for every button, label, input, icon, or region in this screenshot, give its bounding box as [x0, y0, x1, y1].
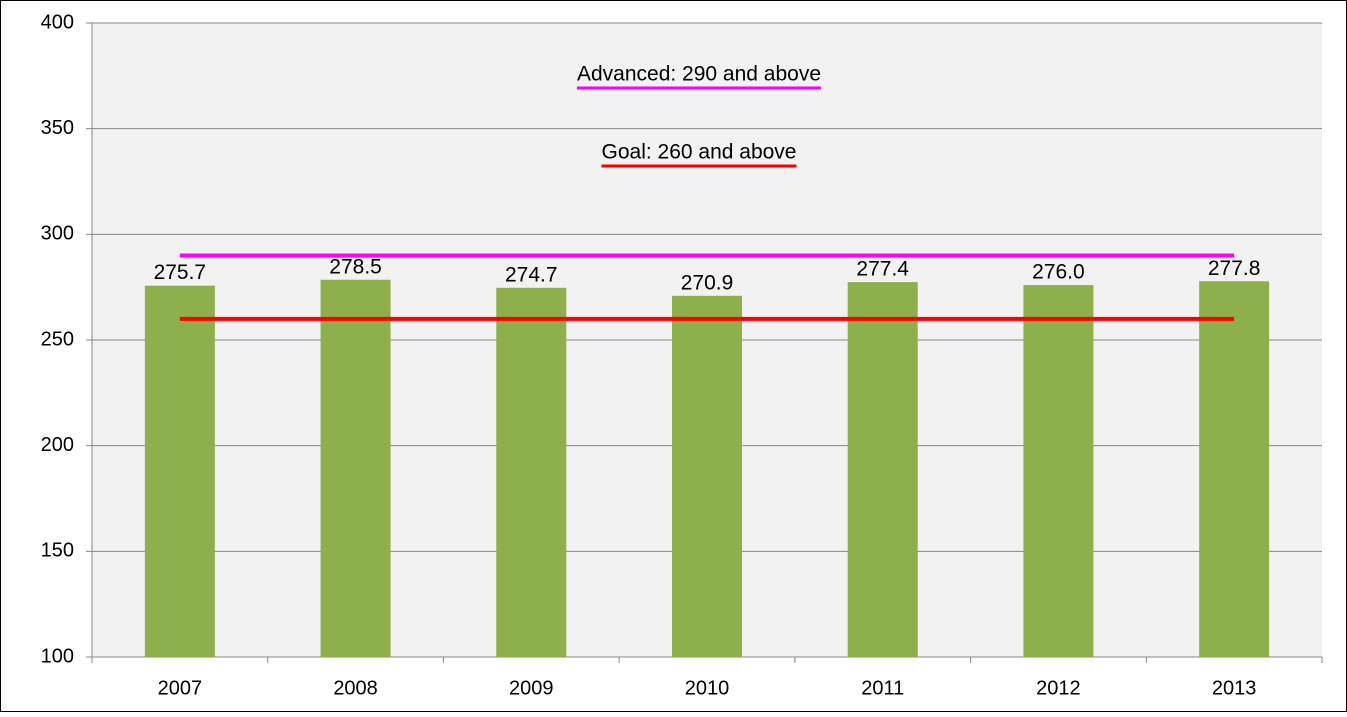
data-label: 274.7 — [505, 263, 558, 286]
y-tick-label: 250 — [41, 328, 74, 350]
y-tick-label: 150 — [41, 540, 74, 562]
bar — [1023, 285, 1094, 657]
x-tick-label: 2012 — [1036, 677, 1081, 699]
data-label: 278.5 — [329, 255, 382, 278]
data-label: 277.4 — [856, 258, 909, 281]
y-tick-label: 400 — [41, 11, 74, 33]
bar — [496, 287, 567, 657]
data-label: 276.0 — [1032, 261, 1085, 284]
bar — [320, 279, 391, 657]
data-label: 275.7 — [154, 261, 207, 284]
bar — [1199, 281, 1270, 657]
reference-label: Advanced: 290 and above — [577, 63, 821, 86]
bar — [672, 295, 742, 657]
data-label: 270.9 — [681, 271, 734, 294]
x-tick-label: 2010 — [685, 677, 730, 699]
data-label: 277.8 — [1208, 257, 1261, 280]
y-tick-label: 200 — [41, 434, 74, 456]
y-tick-label: 100 — [41, 645, 74, 667]
x-tick-label: 2013 — [1212, 677, 1257, 699]
x-tick-label: 2009 — [509, 677, 554, 699]
reference-label: Goal: 260 and above — [602, 141, 797, 164]
x-tick-label: 2011 — [861, 677, 904, 699]
y-tick-label: 300 — [41, 223, 74, 245]
bar — [144, 285, 215, 657]
y-tick-label: 350 — [41, 117, 74, 139]
x-tick-label: 2008 — [333, 677, 378, 699]
x-tick-label: 2007 — [158, 677, 203, 699]
bar — [847, 282, 918, 657]
